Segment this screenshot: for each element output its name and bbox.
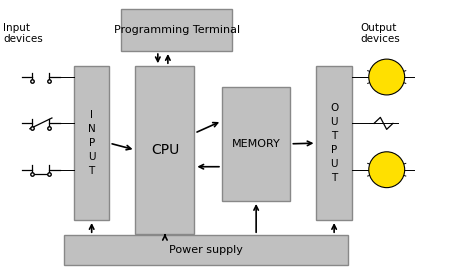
Bar <box>222 87 291 201</box>
Text: CPU: CPU <box>151 143 179 157</box>
Text: Input
devices: Input devices <box>3 23 43 44</box>
Text: Programming Terminal: Programming Terminal <box>114 25 240 35</box>
Ellipse shape <box>369 59 405 95</box>
Bar <box>64 235 348 265</box>
Bar <box>121 9 232 51</box>
Text: Output
devices: Output devices <box>360 23 400 44</box>
Bar <box>317 66 352 220</box>
Bar <box>74 66 109 220</box>
Text: O
U
T
P
U
T: O U T P U T <box>330 103 338 183</box>
Text: Power supply: Power supply <box>169 245 243 255</box>
Ellipse shape <box>369 152 405 188</box>
Text: I
N
P
U
T: I N P U T <box>88 110 96 176</box>
Bar <box>136 66 194 234</box>
Text: MEMORY: MEMORY <box>232 139 281 149</box>
